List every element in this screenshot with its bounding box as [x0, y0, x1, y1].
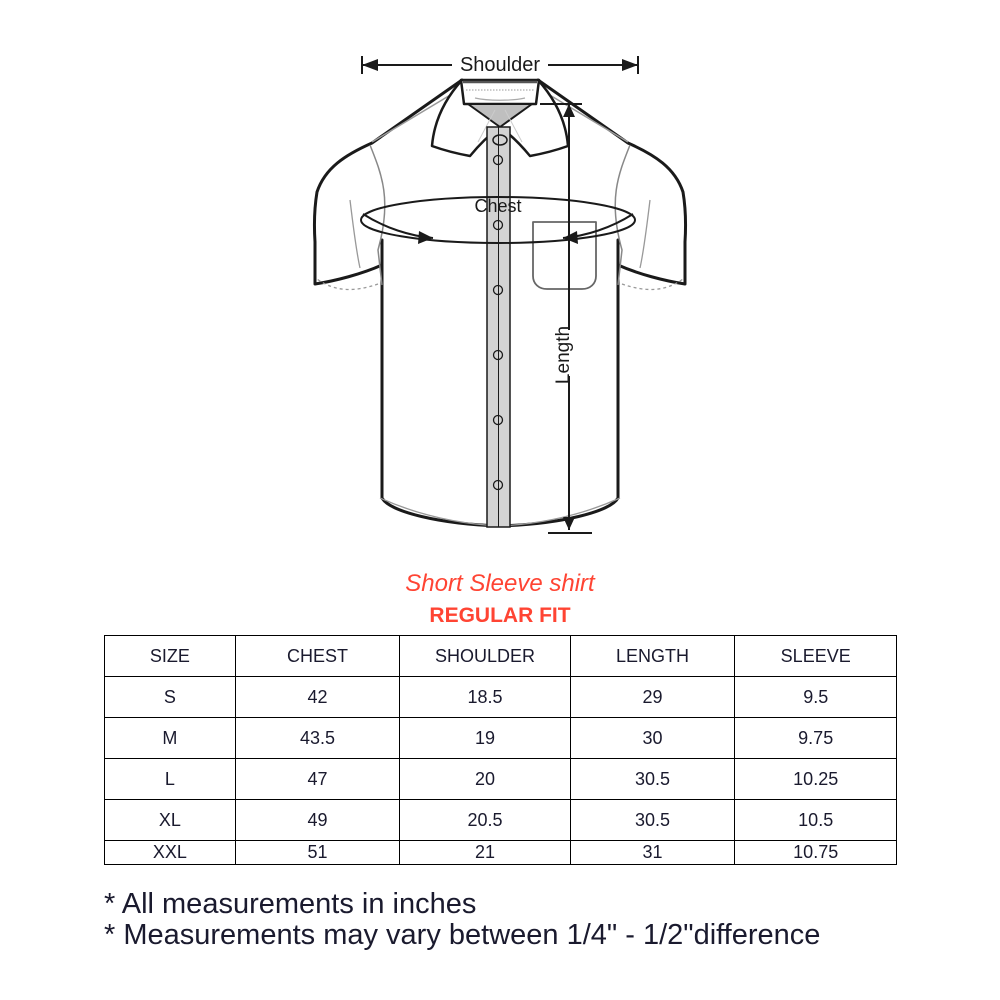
svg-text:Chest: Chest [474, 196, 521, 216]
svg-text:Length: Length [553, 326, 574, 384]
svg-text:Shoulder: Shoulder [460, 54, 540, 76]
